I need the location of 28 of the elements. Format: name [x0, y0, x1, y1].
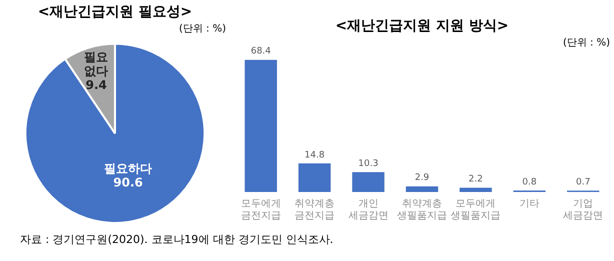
data-label: 90.6: [113, 175, 143, 190]
data-label: 0.8: [522, 177, 537, 188]
x-tick-label: 모두에게 생필품지급: [450, 198, 501, 222]
bar: [406, 186, 438, 192]
bar: [244, 60, 277, 192]
data-label: 2.9: [414, 173, 430, 184]
data-label: 10.3: [358, 158, 378, 169]
slice-label: 필요하다: [104, 161, 152, 176]
x-tick-label: 기업 세금감면: [563, 198, 604, 222]
x-tick-label: 모두에게 금전지급: [240, 198, 281, 222]
bar: [298, 163, 331, 192]
x-tick-label: 취약계층 금전지급: [294, 198, 335, 222]
bar: [460, 188, 492, 192]
chart-subtitle: (단위 : %): [178, 23, 226, 34]
chart-title: <재난긴급지원 필요성>: [38, 4, 192, 20]
chart-subtitle: (단위 : %): [562, 37, 610, 48]
data-label: 9.4: [86, 78, 107, 92]
data-label: 2.2: [468, 174, 483, 185]
slice-label: 필요 없다: [84, 50, 108, 78]
data-label: 68.4: [250, 46, 272, 57]
x-tick-label: 개인 세금감면: [348, 198, 388, 222]
text: 자료 : 경기연구원(2020). 코로나19에 대한 경기도민 인식조사.: [19, 232, 334, 247]
data-label: 14.8: [304, 150, 325, 160]
x-tick-label: 기타: [519, 198, 540, 210]
bar: [352, 172, 384, 192]
data-label: 0.7: [576, 177, 590, 188]
x-tick-label: 취약계층 생필품지급: [397, 198, 447, 222]
chart-title: <재난긴급지원 지원 방식>: [335, 18, 509, 34]
